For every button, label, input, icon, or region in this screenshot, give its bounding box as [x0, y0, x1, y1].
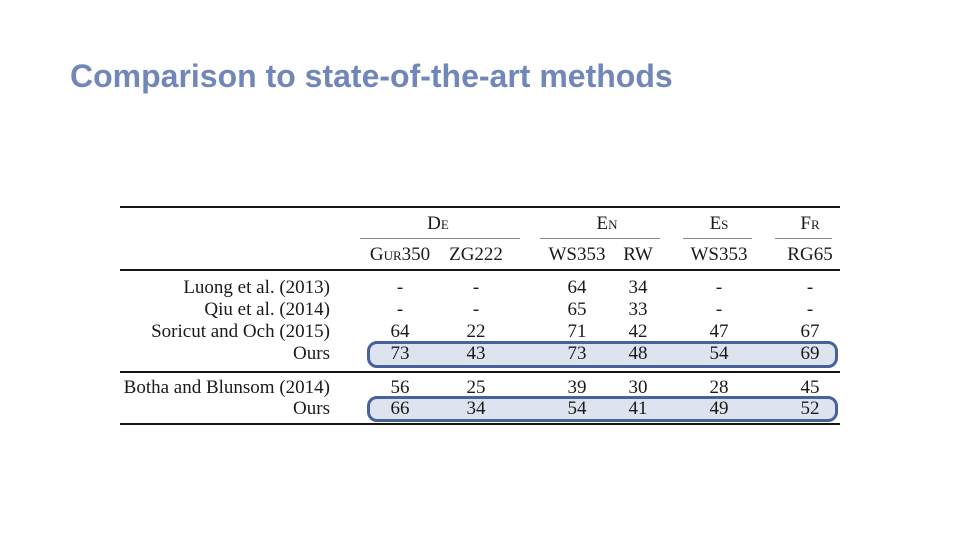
table-row-luong: Luong et al. (2013) - - 64 34 - -: [0, 277, 960, 299]
table-cell: -: [715, 299, 723, 320]
table-cell: -: [472, 299, 480, 320]
col-header-gur350: Gur350: [369, 244, 431, 265]
slide-title: Comparison to state-of-the-art methods: [70, 58, 673, 94]
row-label: Botha and Blunsom (2014): [123, 377, 330, 398]
table-cell: 34: [466, 398, 486, 419]
table-cell: -: [396, 277, 404, 298]
table-cell: 73: [567, 343, 587, 364]
table-cell: 30: [628, 377, 648, 398]
table-row-ours-1: Ours 73 43 73 48 54 69: [0, 343, 960, 365]
table-cell: 33: [628, 299, 648, 320]
table-cell: 45: [800, 377, 820, 398]
col-header-rw: RW: [623, 244, 653, 265]
language-header-es: Es: [709, 213, 729, 234]
rule-under-en: [540, 238, 660, 239]
col-header-ws353-es: WS353: [690, 244, 748, 265]
row-label: Qiu et al. (2014): [204, 299, 330, 320]
table-cell: 67: [800, 321, 820, 342]
table-cell: 47: [709, 321, 729, 342]
ours-highlight-box-1: [367, 341, 838, 368]
table-cell: 64: [567, 277, 587, 298]
table-header-rule: [120, 269, 840, 271]
table-cell: 73: [390, 343, 410, 364]
row-label: Ours: [293, 398, 330, 419]
table-row-soricut: Soricut and Och (2015) 64 22 71 42 47 67: [0, 321, 960, 343]
rule-under-de: [360, 238, 520, 239]
table-cell: 48: [628, 343, 648, 364]
language-header-en: En: [596, 213, 618, 234]
row-label: Luong et al. (2013): [183, 277, 330, 298]
table-cell: 65: [567, 299, 587, 320]
col-header-ws353-en: WS353: [548, 244, 606, 265]
col-header-zg222: ZG222: [449, 244, 503, 265]
table-row-qiu: Qiu et al. (2014) - - 65 33 - -: [0, 299, 960, 321]
table-cell: -: [472, 277, 480, 298]
table-cell: 64: [390, 321, 410, 342]
table-top-rule: [120, 206, 840, 208]
table-cell: 54: [709, 343, 729, 364]
table-cell: 42: [628, 321, 648, 342]
col-header-rg65: RG65: [787, 244, 833, 265]
row-label: Ours: [293, 343, 330, 364]
table-cell: -: [715, 277, 723, 298]
rule-under-fr: [775, 238, 832, 239]
ours-highlight-box-2: [367, 396, 838, 422]
table-cell: 49: [709, 398, 729, 419]
table-row-ours-2: Ours 66 34 54 41 49 52: [0, 398, 960, 420]
dataset-header-row: Gur350 ZG222 WS353 RW WS353 RG65: [0, 244, 960, 266]
table-cell: 43: [466, 343, 486, 364]
language-header-fr: Fr: [800, 213, 820, 234]
rule-under-es: [683, 238, 752, 239]
table-section-rule: [120, 371, 840, 373]
table-cell: -: [396, 299, 404, 320]
table-cell: 25: [466, 377, 486, 398]
table-bottom-rule: [120, 423, 840, 425]
table-cell: 69: [800, 343, 820, 364]
table-cell: 41: [628, 398, 648, 419]
table-cell: 66: [390, 398, 410, 419]
table-cell: 56: [390, 377, 410, 398]
table-cell: 39: [567, 377, 587, 398]
language-header-de: De: [427, 213, 449, 234]
table-cell: 54: [567, 398, 587, 419]
table-cell: 52: [800, 398, 820, 419]
table-cell: 22: [466, 321, 486, 342]
row-label: Soricut and Och (2015): [151, 321, 330, 342]
table-row-botha: Botha and Blunsom (2014) 56 25 39 30 28 …: [0, 377, 960, 399]
table-cell: -: [806, 277, 814, 298]
table-cell: -: [806, 299, 814, 320]
table-cell: 34: [628, 277, 648, 298]
language-header-row: De En Es Fr: [0, 213, 960, 235]
table-cell: 28: [709, 377, 729, 398]
table-cell: 71: [567, 321, 587, 342]
